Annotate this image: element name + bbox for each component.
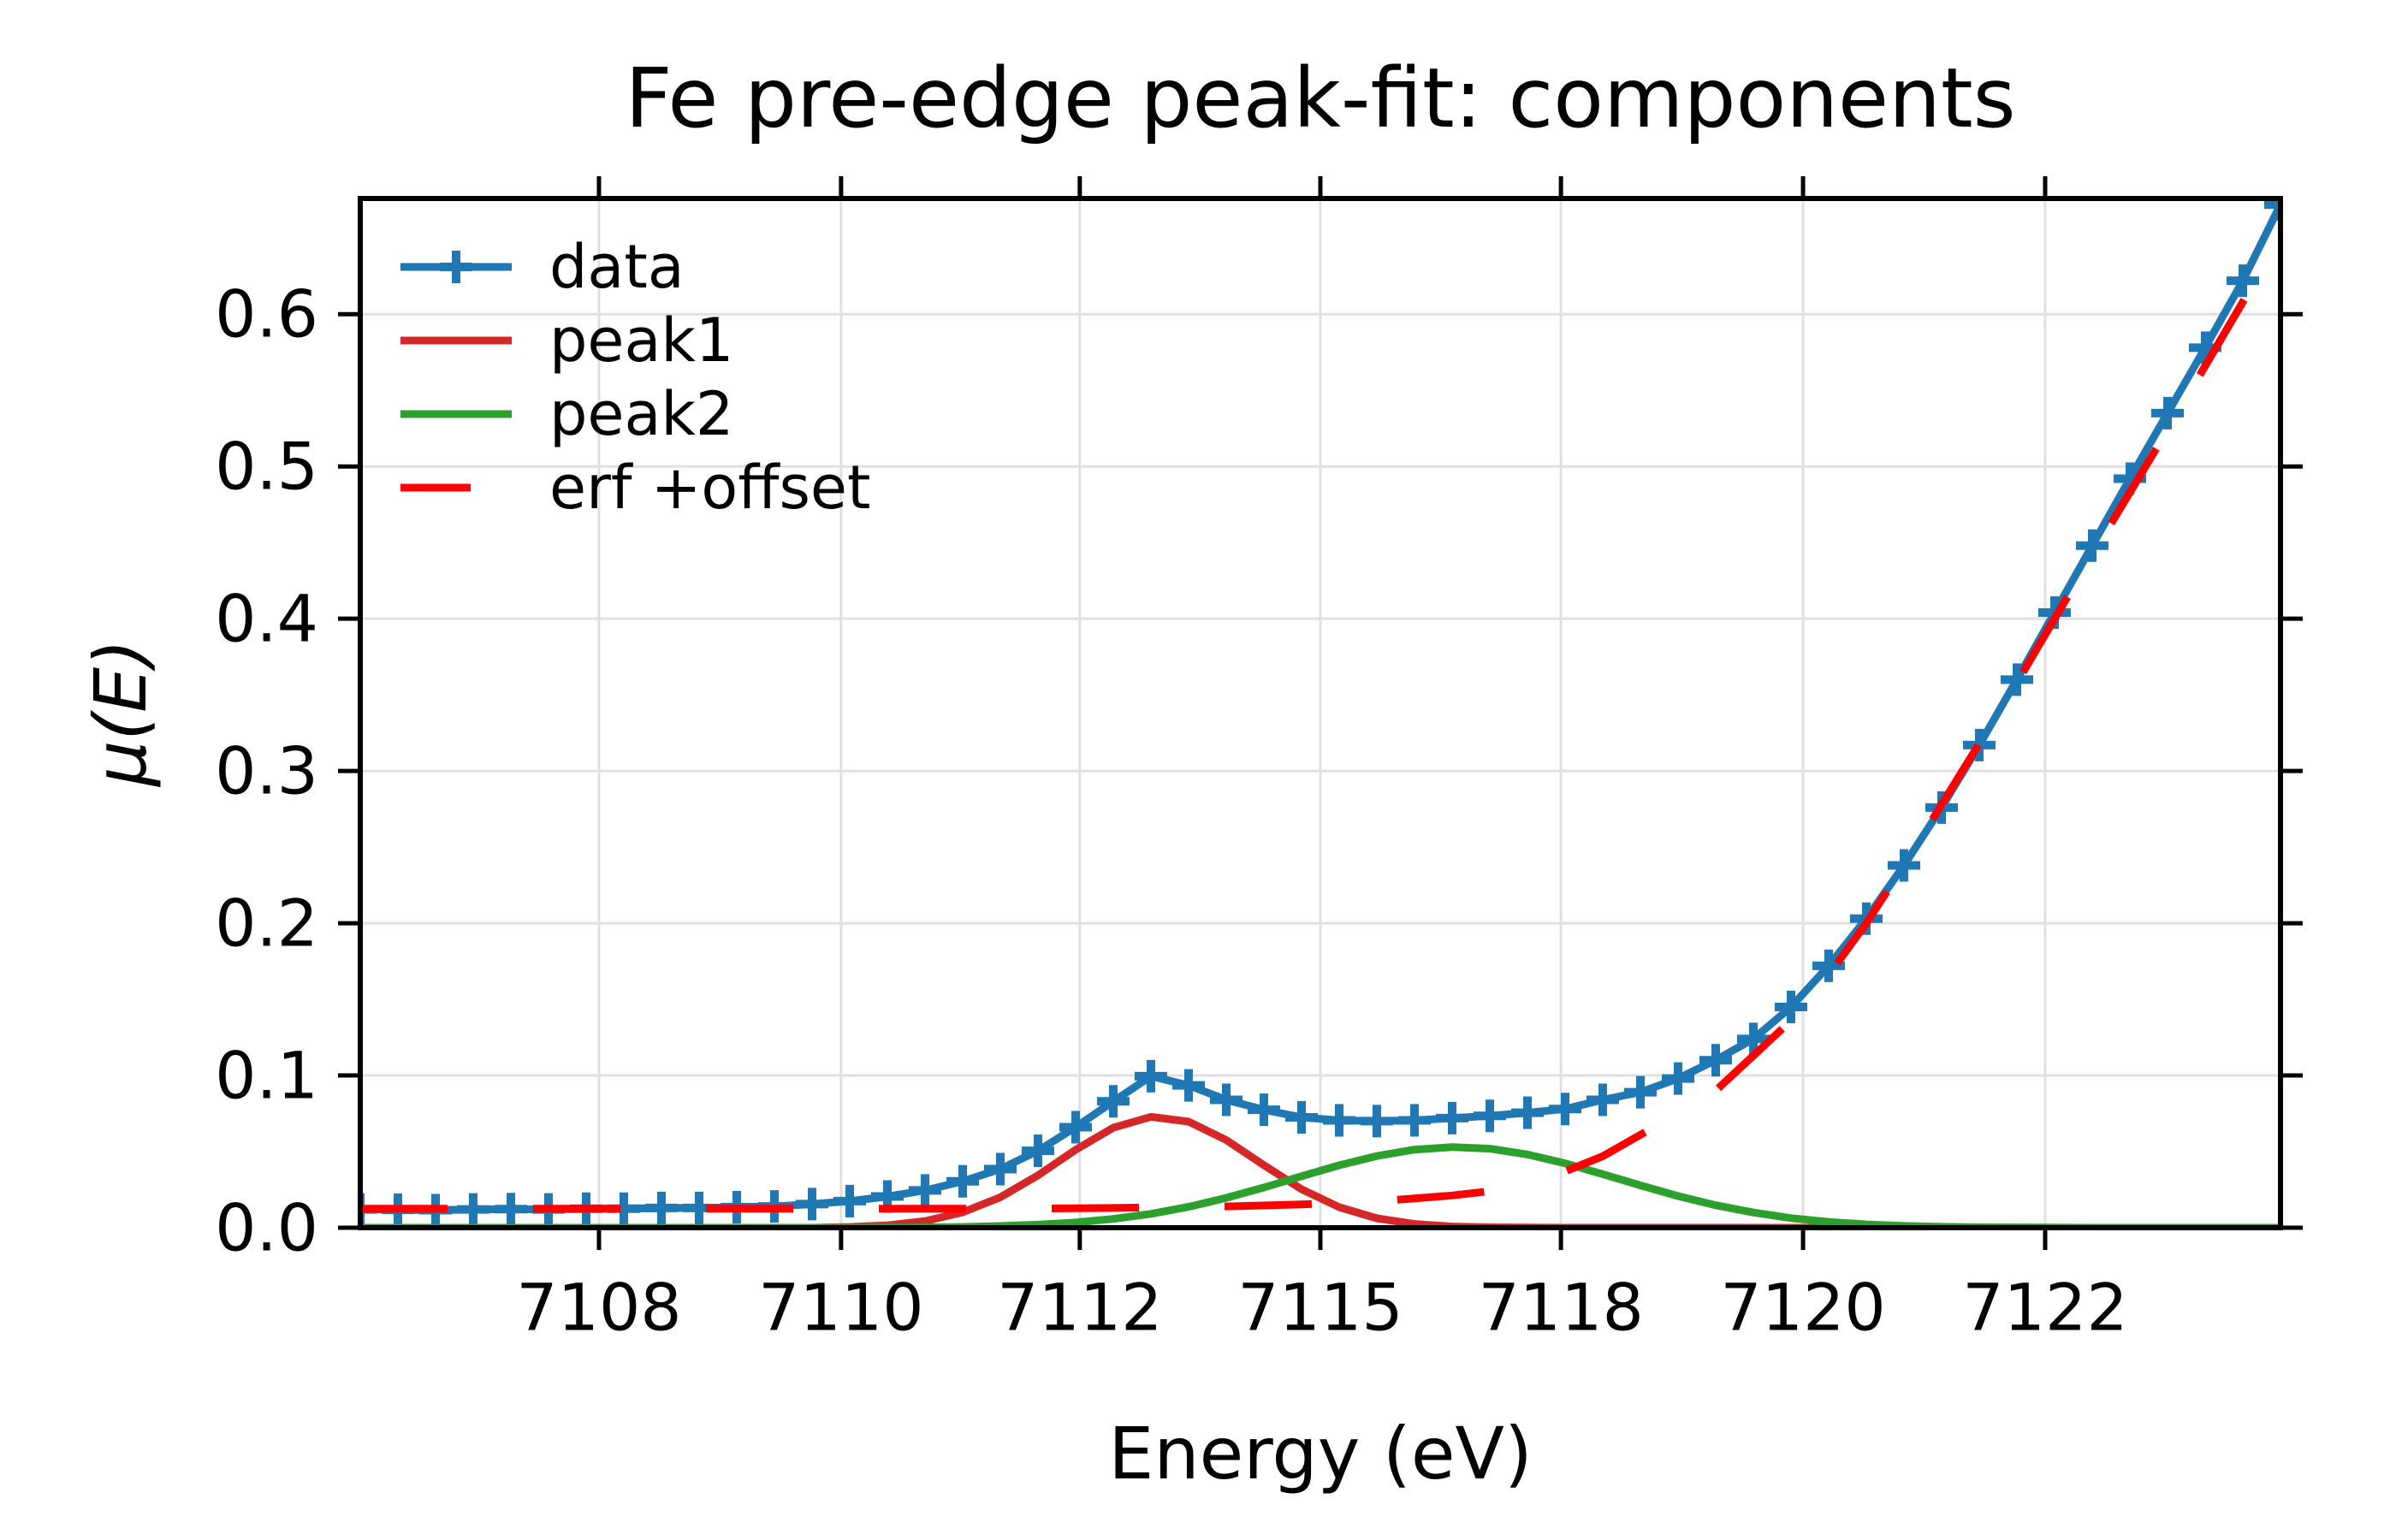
x-tick-label: 7118 xyxy=(1478,1270,1643,1346)
x-tick-label: 7115 xyxy=(1237,1270,1403,1346)
x-tick-label: 7112 xyxy=(997,1270,1162,1346)
y-tick-label: 0.4 xyxy=(215,581,318,657)
y-axis-label: μ(E) xyxy=(79,639,163,788)
grid-layer xyxy=(360,198,2280,1229)
y-tick-label: 0.0 xyxy=(215,1190,318,1266)
x-tick-label: 7110 xyxy=(758,1270,923,1346)
series-line-erf-offset xyxy=(360,236,2282,1213)
y-tick-label: 0.6 xyxy=(215,276,318,352)
axes-layer xyxy=(338,176,2303,1250)
legend-label: peak2 xyxy=(549,379,733,449)
y-tick-label: 0.5 xyxy=(215,429,318,505)
legend-marker-plus xyxy=(440,251,472,283)
x-tick-label: 7120 xyxy=(1720,1270,1885,1346)
x-tick-label: 7122 xyxy=(1962,1270,2127,1346)
legend-item-data: data xyxy=(400,232,685,302)
y-tick-label: 0.1 xyxy=(215,1038,318,1114)
x-tick-label: 7108 xyxy=(516,1270,681,1346)
legend-label: data xyxy=(549,232,685,302)
legend-item-peak1: peak1 xyxy=(400,305,733,376)
x-axis-label: Energy (eV) xyxy=(1108,1412,1532,1496)
tick-label-layer: 7108 7110 7112 7115 7118 7120 7122 0.0 0.1 0.2 0.3… xyxy=(215,276,2128,1346)
legend-label: erf +offset xyxy=(549,453,870,523)
legend-item-erf-offset: erf +offset xyxy=(400,453,870,523)
legend-item-peak2: peak2 xyxy=(400,379,733,449)
chart-title: Fe pre-edge peak-fit: components xyxy=(625,50,2015,146)
y-tick-label: 0.3 xyxy=(215,733,318,809)
y-tick-label: 0.2 xyxy=(215,886,318,962)
legend-label: peak1 xyxy=(549,305,733,376)
